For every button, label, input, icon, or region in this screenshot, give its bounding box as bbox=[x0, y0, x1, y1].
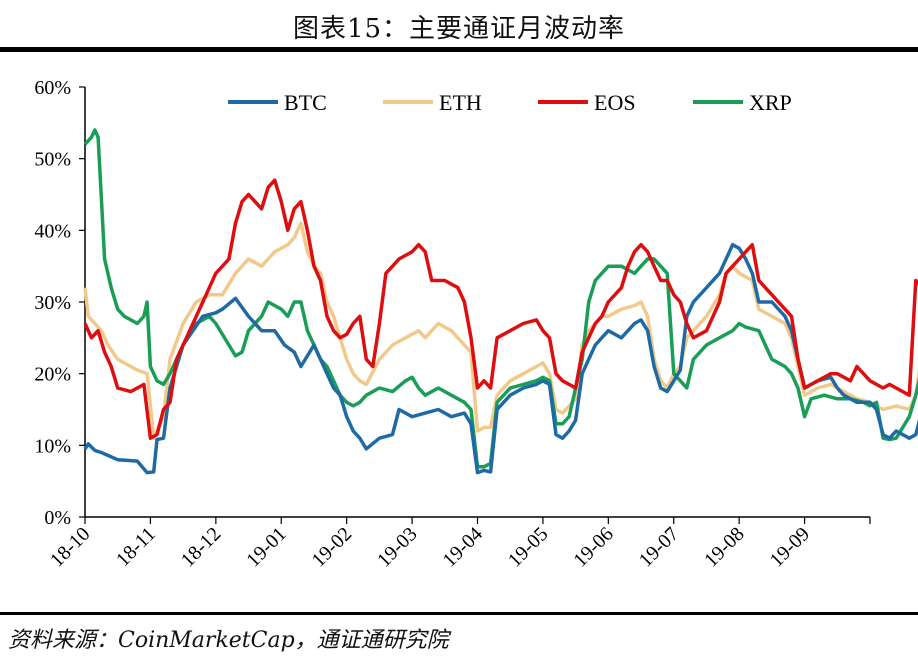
x-tick-label: 19-09 bbox=[766, 523, 815, 572]
y-tick-label: 30% bbox=[34, 292, 71, 314]
y-tick-label: 40% bbox=[34, 220, 71, 242]
legend-label-xrp: XRP bbox=[749, 90, 792, 115]
x-tick-label: 18-12 bbox=[177, 523, 226, 572]
series-line-eth bbox=[83, 221, 918, 440]
y-tick-label: 50% bbox=[34, 149, 71, 171]
chart-legend: BTC ETH EOS XRP bbox=[228, 90, 792, 115]
volatility-line-chart: 0% 10% 20% 30% 40% 50% 60% 18-10 18-11 18-12 19-01… bbox=[34, 77, 918, 572]
legend-label-eos: EOS bbox=[594, 90, 636, 115]
y-tick-label: 0% bbox=[44, 507, 71, 529]
x-tick-label: 18-11 bbox=[112, 523, 160, 571]
x-tick-label: 19-05 bbox=[504, 523, 553, 572]
source-note: 资料来源：CoinMarketCap，通证通研究院 bbox=[8, 628, 449, 653]
x-tick-label: 19-08 bbox=[700, 523, 749, 572]
x-tick-label: 19-02 bbox=[308, 523, 357, 572]
legend-label-btc: BTC bbox=[284, 90, 327, 115]
x-tick-label: 19-01 bbox=[242, 523, 291, 572]
series-line-eos bbox=[83, 178, 918, 440]
chart-axes: 0% 10% 20% 30% 40% 50% 60% 18-10 18-11 18-12 19-01… bbox=[34, 77, 871, 572]
x-tick-label: 19-06 bbox=[569, 523, 618, 572]
series-line-btc bbox=[83, 242, 918, 475]
y-tick-label: 20% bbox=[34, 364, 71, 386]
top-divider bbox=[0, 47, 918, 52]
bottom-divider bbox=[0, 612, 918, 615]
x-tick-label: 19-03 bbox=[373, 523, 422, 572]
chart-title: 图表15：主要通证月波动率 bbox=[292, 14, 626, 44]
x-tick-label: 19-07 bbox=[635, 523, 684, 572]
x-tick-label: 19-04 bbox=[438, 523, 487, 572]
x-tick-label: 18-10 bbox=[46, 523, 95, 572]
series-line-xrp bbox=[83, 128, 918, 469]
y-tick-label: 60% bbox=[34, 77, 71, 99]
legend-label-eth: ETH bbox=[439, 90, 482, 115]
chart-series bbox=[83, 128, 918, 475]
y-tick-label: 10% bbox=[34, 435, 71, 457]
